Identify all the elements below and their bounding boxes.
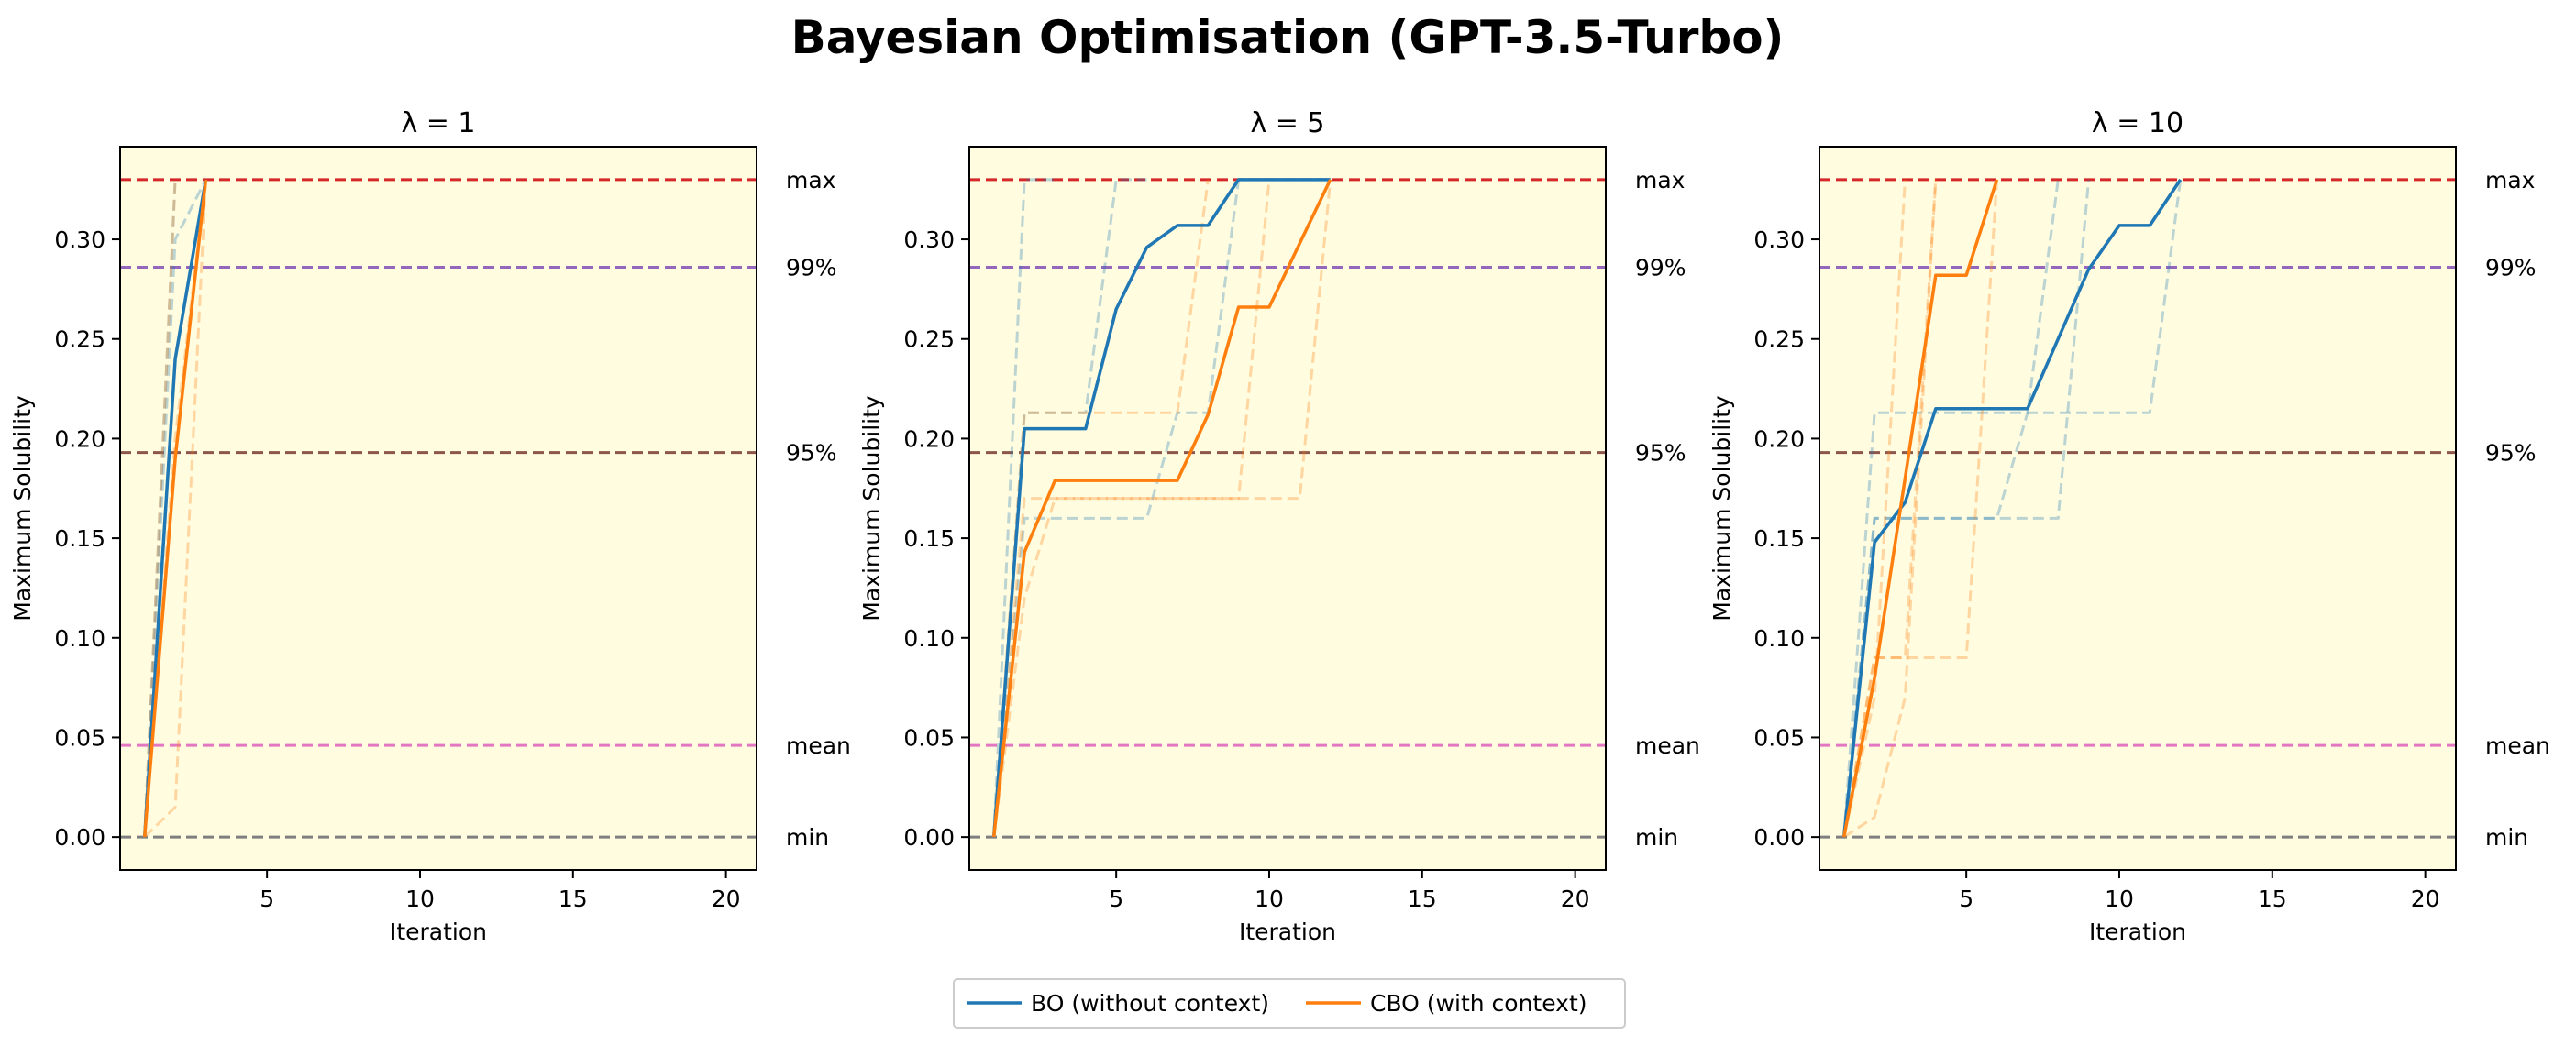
reference-label-4: min xyxy=(2485,824,2528,851)
y-tick-label-6: 0.30 xyxy=(903,226,955,253)
y-tick-label-3: 0.15 xyxy=(903,525,955,552)
reference-label-3: mean xyxy=(786,732,851,759)
run-line-7 xyxy=(992,179,1332,838)
run-line-2 xyxy=(1842,179,2183,838)
run-line-8 xyxy=(1842,179,1907,838)
y-tick-label-4: 0.20 xyxy=(1753,425,1805,452)
y-axis-label: Maximum Solubility xyxy=(1708,395,1735,622)
plot-area xyxy=(1819,147,2456,870)
y-tick-label-6: 0.30 xyxy=(1753,226,1805,253)
x-tick-label-3: 20 xyxy=(1561,886,1590,912)
run-line-2 xyxy=(143,179,207,838)
subplot-title: λ = 5 xyxy=(1250,107,1324,139)
run-line-6 xyxy=(1842,179,1998,838)
x-tick-label-2: 15 xyxy=(1408,886,1437,912)
legend-frame xyxy=(953,978,1626,1029)
x-axis-label: Iteration xyxy=(1239,919,1336,945)
subplot-title: λ = 10 xyxy=(2092,107,2184,139)
y-axis-label: Maximum Solubility xyxy=(9,395,36,622)
x-tick-label-1: 10 xyxy=(2105,886,2134,912)
reference-label-2: 95% xyxy=(1635,440,1686,467)
y-tick-label-5: 0.25 xyxy=(1753,326,1805,353)
reference-label-3: mean xyxy=(2485,732,2550,759)
reference-label-1: 99% xyxy=(1635,255,1686,281)
series-line-0 xyxy=(142,179,208,838)
y-tick-label-0: 0.00 xyxy=(903,824,955,851)
x-tick-label-2: 15 xyxy=(2258,886,2287,912)
run-line-5 xyxy=(1842,179,1938,838)
run-line-2 xyxy=(992,178,1056,838)
axes-frame xyxy=(1819,146,2457,871)
reference-label-0: max xyxy=(2485,167,2535,193)
y-tick-label-1: 0.05 xyxy=(903,724,955,751)
y-tick-label-5: 0.25 xyxy=(903,326,955,353)
reference-label-2: 95% xyxy=(786,440,837,467)
x-tick-label-1: 10 xyxy=(405,886,435,912)
reference-label-1: 99% xyxy=(2485,255,2537,281)
figure-title: Bayesian Optimisation (GPT-3.5-Turbo) xyxy=(791,11,1785,64)
subplot-lambda-1: max 99% 95% mean min 5 10 15 20 0.00 0.05 0.10 0.15 0… xyxy=(9,107,851,945)
series-line-0 xyxy=(991,178,1331,838)
x-tick-label-0: 5 xyxy=(1109,886,1123,912)
y-tick-label-1: 0.05 xyxy=(54,724,105,751)
subplot-title: λ = 1 xyxy=(401,107,475,139)
reference-label-2: 95% xyxy=(2485,440,2537,467)
series-line-1 xyxy=(142,179,208,838)
run-line-6 xyxy=(992,179,1210,838)
y-tick-label-1: 0.05 xyxy=(1753,724,1805,751)
run-line-6 xyxy=(143,179,177,838)
reference-label-4: min xyxy=(1635,824,1678,851)
reference-label-4: min xyxy=(786,824,829,851)
run-line-3 xyxy=(1842,179,2091,838)
plot-area xyxy=(969,147,1606,870)
y-tick-label-3: 0.15 xyxy=(54,525,105,552)
run-line-3 xyxy=(143,179,177,838)
run-line-4 xyxy=(143,179,207,839)
x-axis-label: Iteration xyxy=(2089,919,2186,945)
x-tick-label-0: 5 xyxy=(260,886,274,912)
reference-label-1: 99% xyxy=(786,255,837,281)
y-tick-label-0: 0.00 xyxy=(1753,824,1805,851)
subplot-lambda-5: max 99% 95% mean min 5 10 15 20 0.00 0.05 0.10 0.15 0… xyxy=(858,107,1700,945)
y-axis-label: Maximum Solubility xyxy=(858,395,885,622)
run-line-4 xyxy=(1842,179,2060,838)
y-tick-label-5: 0.25 xyxy=(54,326,105,353)
y-tick-label-2: 0.10 xyxy=(903,625,955,652)
x-tick-label-0: 5 xyxy=(1959,886,1973,912)
reference-label-3: mean xyxy=(1635,732,1700,759)
subplot-lambda-10: max 99% 95% mean min 5 10 15 20 0.00 0.05 0.10 0.15 0… xyxy=(1708,107,2550,945)
x-tick-label-2: 15 xyxy=(558,886,588,912)
y-tick-label-6: 0.30 xyxy=(54,226,105,253)
legend-label-bo: BO (without context) xyxy=(1031,990,1269,1017)
run-line-7 xyxy=(1842,179,1938,839)
y-tick-label-2: 0.10 xyxy=(1753,625,1805,652)
y-tick-label-4: 0.20 xyxy=(54,425,105,452)
x-tick-label-3: 20 xyxy=(712,886,741,912)
y-tick-label-2: 0.10 xyxy=(54,625,105,652)
plot-area xyxy=(120,147,757,870)
reference-label-0: max xyxy=(786,167,835,193)
legend-label-cbo: CBO (with context) xyxy=(1370,990,1587,1017)
y-tick-label-4: 0.20 xyxy=(903,425,955,452)
x-axis-label: Iteration xyxy=(390,919,487,945)
x-tick-label-3: 20 xyxy=(2411,886,2440,912)
axes-frame xyxy=(119,146,757,871)
run-line-5 xyxy=(992,179,1271,838)
series-line-1 xyxy=(991,179,1332,838)
series-line-1 xyxy=(1841,179,1999,838)
run-line-4 xyxy=(992,179,1241,838)
y-tick-label-3: 0.15 xyxy=(1753,525,1805,552)
reference-label-0: max xyxy=(1635,167,1685,193)
axes-frame xyxy=(968,146,1607,871)
x-tick-label-1: 10 xyxy=(1255,886,1284,912)
legend: BO (without context) CBO (with context) xyxy=(953,978,1626,1029)
y-tick-label-0: 0.00 xyxy=(54,824,105,851)
